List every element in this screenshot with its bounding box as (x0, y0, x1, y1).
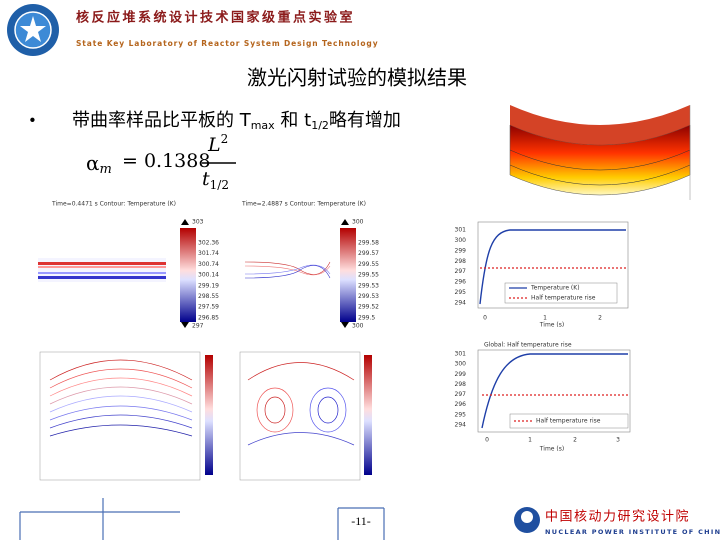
colorbar-label: 299.55 (358, 272, 379, 279)
x-tick-label: 1 (528, 437, 532, 444)
colorbar-label: 299.19 (198, 282, 219, 289)
colorbar-min: 297 (192, 323, 204, 330)
colorbar-label: 299.53 (358, 282, 379, 289)
y-tick-label: 295 (455, 289, 467, 296)
contour-strip-right (244, 261, 331, 279)
formula-symbol: L (207, 134, 221, 156)
legend-label: Temperature (K) (530, 285, 580, 292)
y-tick-label: 300 (455, 361, 467, 368)
x-axis-label: Time (s) (539, 322, 564, 329)
formula-sub: m (100, 162, 112, 177)
slide-title: 激光闪射试验的模拟结果 (247, 66, 467, 90)
colorbar-label: 298.55 (198, 293, 219, 300)
x-tick-label: 2 (598, 315, 602, 322)
contour-caption: Time=0.4471 s Contour: Temperature (K) (51, 201, 176, 208)
colorbar-label: 299.5 (358, 314, 375, 321)
formula-coef: = 0.1388 (122, 150, 210, 172)
x-tick-label: 3 (616, 437, 620, 444)
colorbar-label: 296.85 (198, 314, 219, 321)
min-marker (181, 322, 189, 328)
min-marker (341, 322, 349, 328)
page-number: -11- (351, 514, 371, 528)
colorbar-label: 300.14 (198, 272, 219, 279)
contour-bottom-left (39, 351, 213, 481)
colorbar-label: 299.57 (358, 250, 379, 257)
colorbar-label: 301.74 (198, 250, 219, 257)
y-tick-label: 294 (455, 300, 467, 307)
y-tick-label: 300 (455, 237, 467, 244)
formula-num: L2 (207, 132, 228, 157)
formula-symbol: α (86, 151, 100, 175)
bullet-part: 和 t (275, 110, 312, 131)
plot-top (477, 221, 629, 309)
x-tick-label: 0 (485, 437, 489, 444)
footer-logo-inner (521, 511, 533, 523)
y-tick-label: 301 (455, 227, 467, 234)
legend-label: Half temperature rise (531, 295, 596, 302)
contour-bottom-right (239, 351, 372, 481)
formula-sub: 1/2 (210, 178, 229, 192)
bullet-dot: • (28, 112, 37, 130)
formula-lhs: αm (86, 151, 112, 177)
plot-bottom (477, 349, 631, 433)
x-tick-label: 0 (483, 315, 487, 322)
formula-sup: 2 (221, 132, 229, 146)
y-tick-label: 298 (455, 258, 467, 265)
bullet-part: 略有增加 (329, 110, 401, 131)
y-tick-label: 301 (455, 351, 467, 358)
colorbar-label: 299.55 (358, 261, 379, 268)
contour-strip-left (38, 258, 166, 282)
colorbar-label: 297.59 (198, 304, 219, 311)
y-tick-label: 295 (455, 411, 467, 418)
colorbar-label: 302.36 (198, 240, 219, 247)
formula-den: t1/2 (202, 168, 229, 192)
colorbar-min: 300 (352, 323, 364, 330)
formula-symbol: t (202, 168, 210, 190)
footer-org-en: NUCLEAR POWER INSTITUTE OF CHINA (545, 528, 720, 536)
y-tick-label: 297 (455, 268, 467, 275)
max-marker (181, 219, 189, 225)
header-title: 核反应堆系统设计技术国家级重点实验室 (76, 10, 355, 26)
legend-label: Half temperature rise (536, 418, 601, 425)
y-tick-label: 297 (455, 391, 467, 398)
bullet-sub: 1/2 (311, 119, 329, 132)
footer-org: 中国核动力研究设计院 (545, 510, 690, 525)
bullet-text: 带曲率样品比平板的 Tmax 和 t1/2略有增加 (72, 110, 401, 132)
x-axis-label: Time (s) (539, 446, 564, 453)
contour-caption: Time=2.4887 s Contour: Temperature (K) (241, 201, 366, 208)
bullet-sub: max (251, 119, 275, 132)
footer-lines (19, 498, 385, 540)
logo-star (20, 16, 46, 42)
colorbar-max: 303 (192, 219, 204, 226)
x-tick-label: 2 (573, 437, 577, 444)
bullet-part: 带曲率样品比平板的 T (72, 110, 252, 131)
plot-title: Global: Half temperature rise (484, 342, 572, 349)
colorbar (180, 228, 196, 322)
colorbar-label: 299.58 (358, 240, 379, 247)
y-tick-label: 294 (455, 422, 467, 429)
y-tick-label: 299 (455, 371, 467, 378)
max-marker (341, 219, 349, 225)
y-tick-label: 299 (455, 247, 467, 254)
y-tick-label: 296 (455, 279, 467, 286)
colorbar-label: 299.53 (358, 293, 379, 300)
header-subtitle: State Key Laboratory of Reactor System D… (76, 39, 378, 48)
y-tick-label: 296 (455, 401, 467, 408)
3d-image (509, 105, 691, 200)
colorbar (340, 228, 356, 322)
colorbar-label: 300.74 (198, 261, 219, 268)
formula: αm = 0.1388 L2 t1/2 (86, 132, 236, 192)
x-tick-label: 1 (543, 315, 547, 322)
colorbar-label: 299.52 (358, 304, 379, 311)
y-tick-label: 298 (455, 381, 467, 388)
colorbar-max: 300 (352, 219, 364, 226)
